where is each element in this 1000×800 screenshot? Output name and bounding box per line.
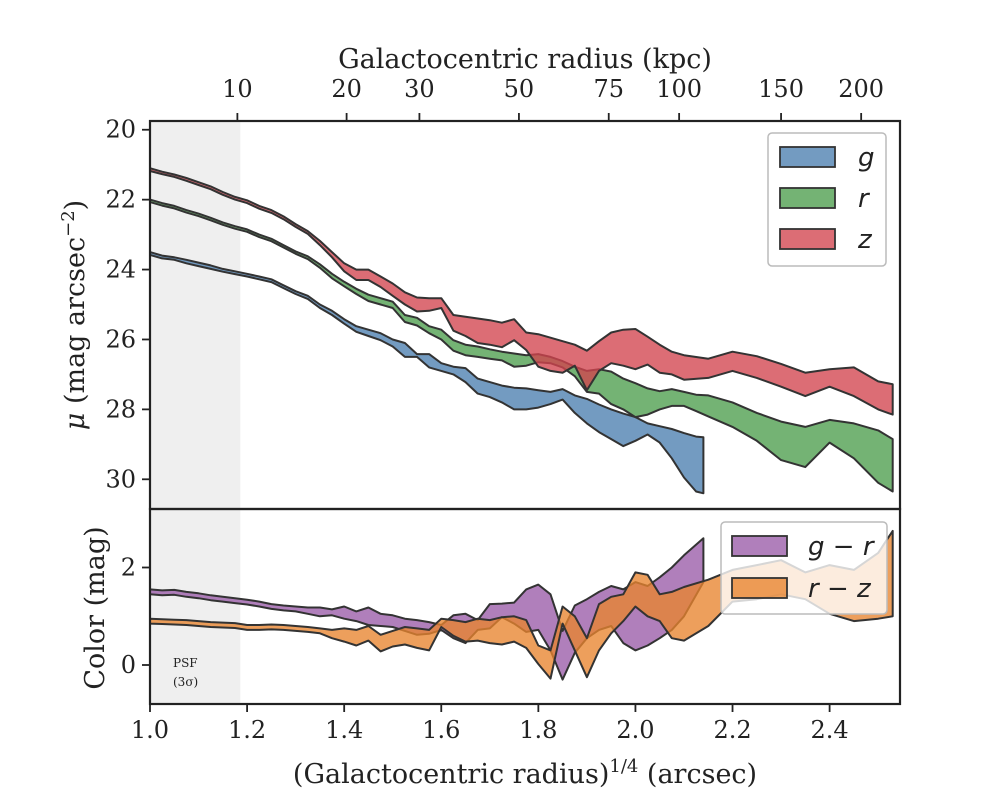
top-tick-label: 10	[222, 75, 253, 103]
top-tick-label: 100	[656, 75, 702, 103]
upper-ytick-label: 22	[105, 186, 136, 214]
legend-swatch-z	[779, 228, 836, 250]
band-r-z	[149, 529, 894, 680]
upper-ytick-label: 24	[105, 256, 136, 284]
xtick-label: 2.4	[811, 716, 849, 744]
xtick-label: 1.0	[131, 716, 169, 744]
lower-ytick-label: 0	[121, 651, 136, 679]
top-tick-label: 75	[593, 75, 624, 103]
top-tick-label: 150	[758, 75, 804, 103]
lower-ylabel: Color (mag)	[80, 526, 111, 689]
upper-ytick-label: 30	[105, 465, 136, 493]
legend-label-z: z	[857, 225, 873, 255]
band-g-r	[149, 537, 705, 681]
legend-label-g-r: g − r	[808, 532, 876, 562]
legend-swatch-r	[779, 187, 836, 209]
upper-ytick-label: 28	[105, 395, 136, 423]
upper-ylabel: μ (mag arcsec−2)	[58, 200, 91, 430]
psf-region	[150, 121, 241, 704]
lower-panel: 0 2 1.0 1.2 1.4 1.6 1.8 2.0 2.2 2.4	[121, 507, 902, 744]
xtick-label: 2.0	[616, 716, 654, 744]
band-r	[149, 198, 894, 493]
band-g	[149, 251, 705, 495]
upper-legend: g r z	[767, 132, 887, 267]
xtick-label: 1.2	[228, 716, 266, 744]
x-axis-title: (Galactocentric radius)1/4 (arcsec)	[293, 756, 757, 790]
upper-ytick-label: 20	[105, 116, 136, 144]
lower-legend: g − r r − z	[720, 521, 888, 615]
psf-label: PSF	[173, 656, 198, 670]
top-tick-label: 50	[504, 75, 535, 103]
lower-ytick-label: 2	[121, 554, 136, 582]
legend-swatch-g-r	[731, 535, 788, 557]
lower-frame	[148, 507, 902, 706]
legend-swatch-r-z	[731, 577, 788, 599]
top-tick-label: 200	[838, 75, 884, 103]
legend-label-g: g	[858, 143, 875, 173]
upper-ytick-label: 26	[105, 325, 136, 353]
band-z	[149, 167, 894, 416]
top-tick-label: 30	[404, 75, 435, 103]
xtick-label: 1.8	[519, 716, 557, 744]
xtick-label: 1.6	[422, 716, 460, 744]
legend-label-r-z: r − z	[808, 574, 872, 604]
psf-sigma-label: (3σ)	[173, 675, 198, 689]
top-tick-label: 20	[331, 75, 362, 103]
top-axis-title: Galactocentric radius (kpc)	[338, 44, 712, 75]
xtick-label: 1.4	[325, 716, 363, 744]
legend-swatch-g	[779, 146, 836, 168]
xtick-label: 2.2	[713, 716, 751, 744]
legend-label-r: r	[858, 184, 871, 214]
